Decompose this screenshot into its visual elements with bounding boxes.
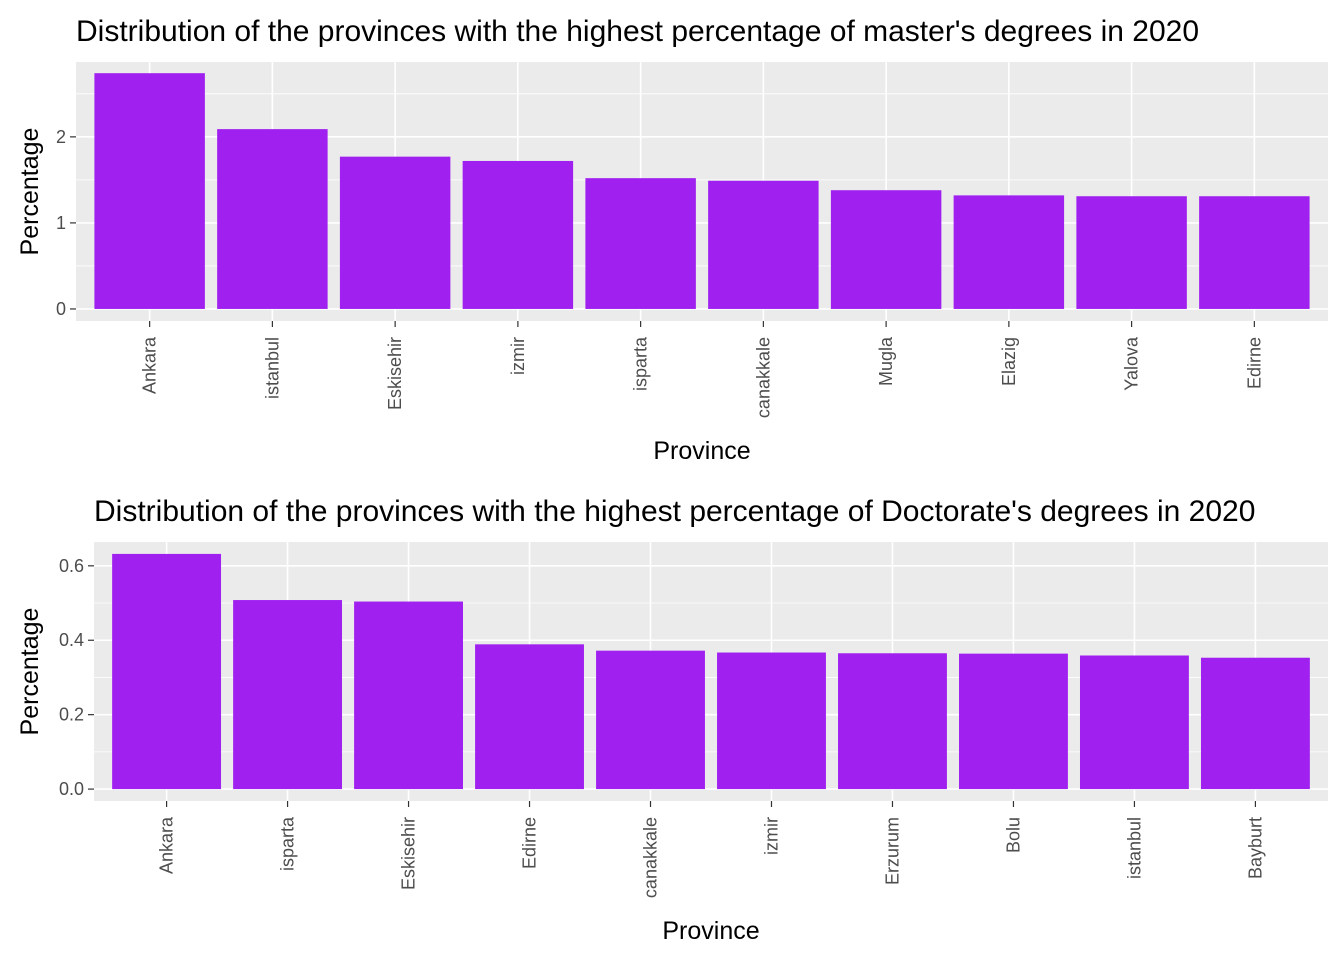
bar <box>233 600 343 790</box>
x-tick-label: Edirne <box>1244 337 1264 389</box>
x-tick-label: Eskisehir <box>399 817 419 890</box>
x-tick-label: izmir <box>508 337 528 375</box>
bars <box>112 553 1310 790</box>
y-tick-label: 0 <box>56 299 66 319</box>
doctorate-degrees-chart: Distribution of the provinces with the h… <box>16 495 1328 945</box>
x-tick-label: Ankara <box>157 816 177 874</box>
bar <box>1199 196 1310 309</box>
bars <box>94 73 1310 309</box>
y-tick-label: 0.4 <box>59 630 84 650</box>
x-tick-label: istanbul <box>1124 817 1144 879</box>
x-tick-label: canakkale <box>641 817 661 898</box>
master-degrees-chart: Distribution of the provinces with the h… <box>16 15 1328 465</box>
chart-title: Distribution of the provinces with the h… <box>94 495 1255 528</box>
x-tick-label: Elazig <box>999 337 1019 386</box>
bar <box>1076 196 1187 309</box>
bar <box>339 156 451 309</box>
x-axis-title: Province <box>653 437 750 465</box>
bar <box>830 190 942 309</box>
y-axis-title: Percentage <box>16 128 44 256</box>
bar <box>953 195 1065 309</box>
bar <box>1079 655 1189 790</box>
bar <box>94 73 205 309</box>
x-tick-label: canakkale <box>753 337 773 418</box>
x-axis: Ankara isparta Eskisehir Edirne canakkale izm… <box>157 801 1265 898</box>
x-tick-label: Eskisehir <box>385 337 405 410</box>
x-tick-label: istanbul <box>262 337 282 399</box>
y-tick-label: 1 <box>56 213 66 233</box>
y-tick-label: 0.6 <box>59 556 84 576</box>
bar <box>585 178 696 309</box>
y-tick-label: 0.2 <box>59 705 84 725</box>
bar <box>596 650 705 790</box>
bar <box>217 129 328 309</box>
bar <box>112 553 222 790</box>
y-axis: 0.0 0.2 0.4 0.6 <box>59 556 94 799</box>
x-tick-label: isparta <box>278 816 298 871</box>
x-tick-label: Bolu <box>1003 817 1023 853</box>
y-axis-title: Percentage <box>16 608 44 736</box>
x-axis-title: Province <box>662 917 759 945</box>
chart-title: Distribution of the provinces with the h… <box>76 15 1199 48</box>
x-tick-label: izmir <box>761 817 781 855</box>
bar <box>475 644 584 790</box>
bar <box>838 653 947 790</box>
bar <box>354 601 463 790</box>
x-axis: Ankara istanbul Eskisehir izmir isparta canak… <box>140 321 1264 418</box>
x-tick-label: Yalova <box>1122 336 1142 391</box>
bar <box>708 180 819 309</box>
x-tick-label: Mugla <box>876 336 896 386</box>
x-tick-label: isparta <box>631 336 651 391</box>
bar <box>1200 657 1310 790</box>
x-tick-label: Edirne <box>520 817 540 869</box>
y-axis: 0 1 2 <box>56 127 76 319</box>
x-tick-label: Ankara <box>140 336 160 394</box>
bar <box>959 653 1068 790</box>
x-tick-label: Erzurum <box>882 817 902 885</box>
bar <box>717 652 826 790</box>
x-tick-label: Bayburt <box>1245 817 1265 879</box>
y-tick-label: 2 <box>56 127 66 147</box>
y-tick-label: 0.0 <box>59 779 84 799</box>
bar <box>462 160 574 309</box>
